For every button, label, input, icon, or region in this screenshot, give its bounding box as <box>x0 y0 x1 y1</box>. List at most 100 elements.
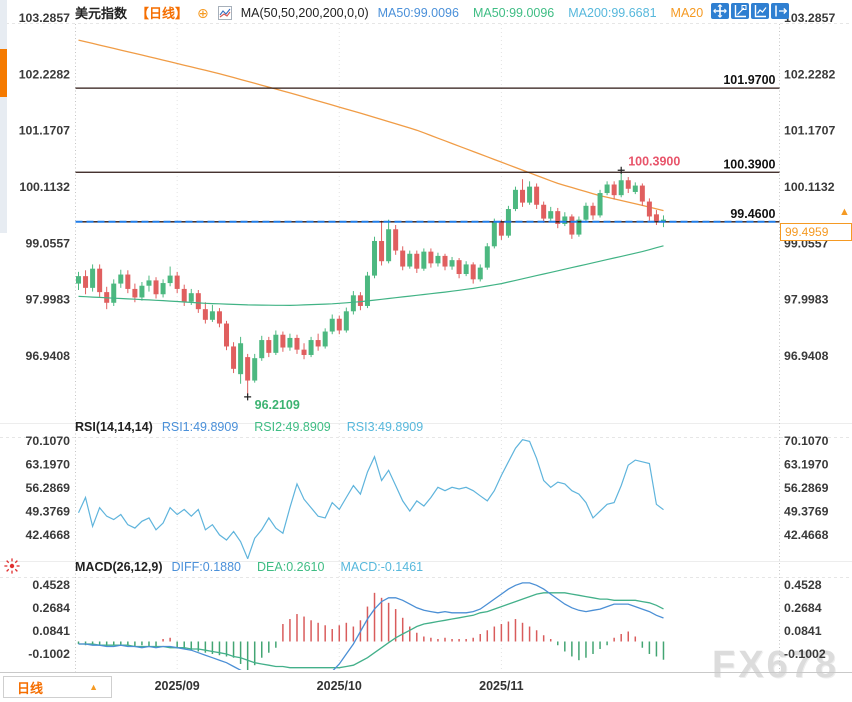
ma-label-2: MA200:99.6681 <box>568 5 657 20</box>
candle-body <box>534 186 540 205</box>
axis-tick-label: 0.4528 <box>784 578 822 592</box>
axis-tick-label: 0.2684 <box>32 601 70 615</box>
candle-body <box>449 260 455 267</box>
scale-axis-icon[interactable] <box>751 3 769 19</box>
vertical-scrollbar-track[interactable] <box>0 0 7 233</box>
macd-values: DIFF:0.1880 DEA:0.2610 MACD:-0.1461 <box>172 560 424 574</box>
low-price-label: 96.2109 <box>255 398 300 412</box>
candle-body <box>153 280 159 295</box>
exit-fullscreen-icon[interactable] <box>771 3 789 19</box>
axis-labels: 103.2857 103.2857 102.2282 102.2282 101.1707… <box>19 11 836 661</box>
candle-body <box>146 280 152 286</box>
candle-body <box>160 283 166 295</box>
add-indicator-icon[interactable]: ⊕ <box>197 4 209 21</box>
candle-body <box>245 357 251 381</box>
ma-label-0: MA50:99.0096 <box>377 5 459 20</box>
candle-body <box>618 180 624 196</box>
axis-tick-label: 56.2869 <box>26 481 71 495</box>
candle-body <box>372 240 378 276</box>
candle-body <box>195 293 201 310</box>
candle-body <box>139 285 145 298</box>
indicator-settings-icon[interactable] <box>3 557 21 580</box>
candle-body <box>477 267 483 280</box>
axis-tick-label: 103.2857 <box>19 11 70 25</box>
axis-tick-label: 70.1070 <box>784 434 829 448</box>
candle-body <box>216 311 222 324</box>
candle-body <box>238 343 244 375</box>
candle-body <box>336 318 342 331</box>
axis-tick-label: 70.1070 <box>26 434 71 448</box>
axis-tick-label: 102.2282 <box>19 67 70 81</box>
candle-body <box>428 251 434 264</box>
price-up-arrow-icon: ▲ <box>839 206 850 218</box>
macd-header: MACD(26,12,9) DIFF:0.1880 DEA:0.2610 MACD:… <box>75 560 423 574</box>
candle-body <box>167 275 173 284</box>
annotations: 100.3900 96.2109 <box>244 154 680 412</box>
mini-chart-icon[interactable] <box>217 5 232 20</box>
candle-body <box>259 340 265 359</box>
price-line-label: 100.3900 <box>723 157 775 171</box>
candle-body <box>252 358 258 381</box>
candle-body <box>498 222 504 236</box>
candle-body <box>407 253 413 267</box>
x-axis-label-1: 2025/10 <box>316 679 362 693</box>
candle-body <box>527 186 533 203</box>
candle-body <box>632 185 638 192</box>
x-axis-label-0: 2025/09 <box>154 679 200 693</box>
rsi-values: RSI1:49.8909 RSI2:49.8909 RSI3:49.8909 <box>162 420 423 434</box>
candle-body <box>604 184 610 194</box>
candle-body <box>322 331 328 347</box>
rsi-label-0: RSI1:49.8909 <box>161 420 239 434</box>
axis-tick-label: 96.9408 <box>26 349 71 363</box>
candle-body <box>639 185 645 202</box>
x-axis-label-2: 2025/11 <box>479 679 524 693</box>
axis-tick-label: 97.9983 <box>784 293 829 307</box>
rsi-title: RSI(14,14,14) <box>75 420 153 434</box>
candle-body <box>442 255 448 267</box>
candle-body <box>421 251 427 269</box>
candle-body <box>111 283 117 303</box>
grid-lines <box>0 23 852 673</box>
candle-body <box>590 205 596 216</box>
candle-body <box>350 295 356 312</box>
ma-values: MA50:99.0096 MA50:99.0096 MA200:99.6681 MA2… <box>378 6 704 20</box>
zoom-axis-icon[interactable] <box>731 3 749 19</box>
macd-title: MACD(26,12,9) <box>75 560 163 574</box>
axis-tick-label: 56.2869 <box>784 481 829 495</box>
axis-tick-label: 42.4668 <box>784 528 829 542</box>
candle-body <box>97 268 103 293</box>
axis-tick-label: 0.0841 <box>784 624 822 638</box>
rsi-header: RSI(14,14,14) RSI1:49.8909 RSI2:49.8909 RS… <box>75 420 423 434</box>
candle-body <box>414 253 420 269</box>
pan-icon[interactable] <box>711 3 729 19</box>
price-lines: 101.9700 100.3900 99.4600 <box>75 73 780 223</box>
candle-body <box>491 222 497 247</box>
candle-body <box>273 334 279 353</box>
period-selector[interactable]: 日线 ▲ <box>3 676 112 698</box>
vertical-scrollbar-thumb[interactable] <box>0 49 7 97</box>
candle-body <box>625 180 631 189</box>
ma-label-1: MA50:99.0096 <box>472 5 555 20</box>
candle-body <box>470 264 476 280</box>
axis-tick-label: 63.1970 <box>26 458 71 472</box>
candle-body <box>379 240 385 262</box>
candle-body <box>280 334 286 348</box>
candle-body <box>287 337 293 348</box>
candle-body <box>393 229 399 251</box>
candles <box>76 172 666 395</box>
candle-body <box>118 274 124 284</box>
candle-body <box>224 323 230 347</box>
candle-body <box>308 340 314 355</box>
candle-body <box>597 193 603 216</box>
rsi-label-1: RSI2:49.8909 <box>254 420 331 434</box>
ma-settings-label[interactable]: MA(50,50,200,200,0,0) <box>240 5 369 20</box>
axis-tick-label: 0.2684 <box>784 601 822 615</box>
macd-label-2: MACD:-0.1461 <box>340 560 424 574</box>
axis-tick-label: 101.1707 <box>784 124 835 138</box>
symbol-title: 美元指数 <box>75 6 128 21</box>
high-price-label: 100.3900 <box>628 154 680 168</box>
candle-body <box>569 216 575 235</box>
macd-plot <box>77 582 665 670</box>
